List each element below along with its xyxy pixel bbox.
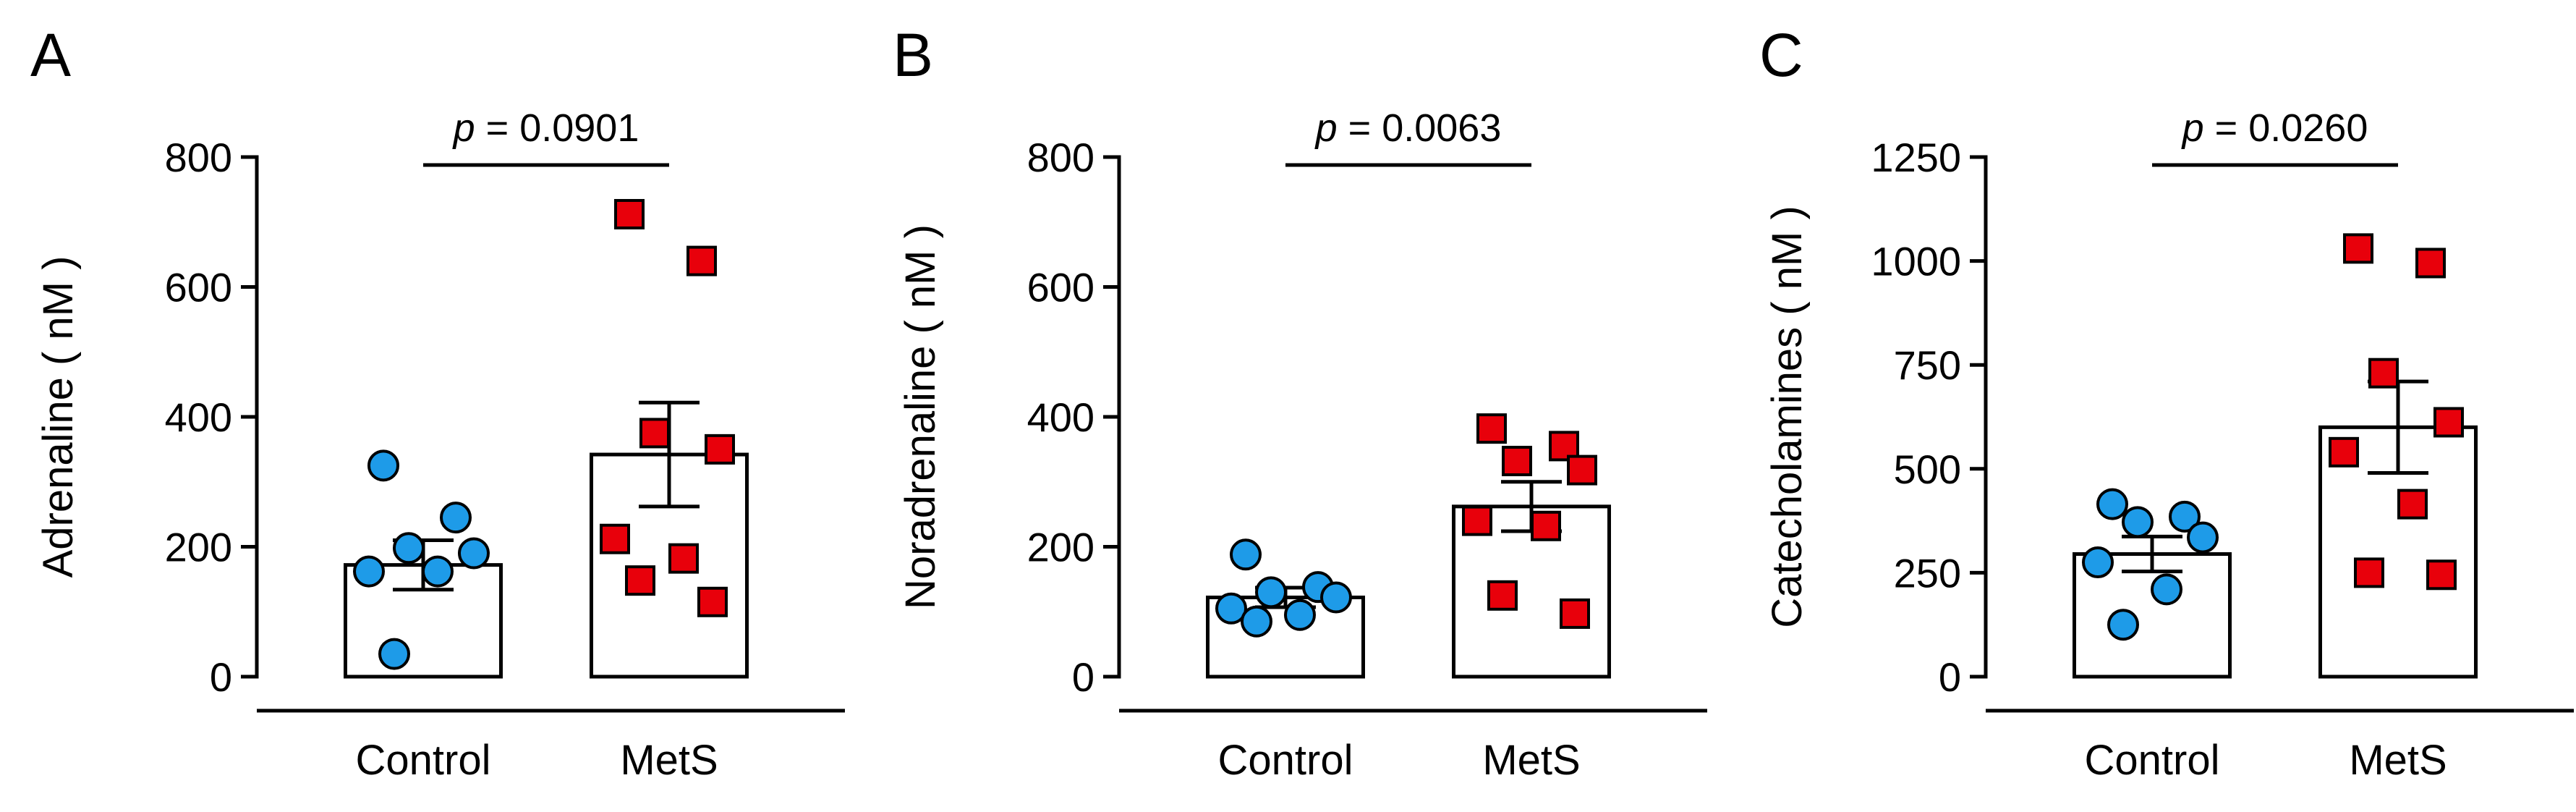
data-point-mets [1549, 431, 1579, 462]
data-point-mets [2354, 557, 2384, 588]
x-category-label: MetS [2349, 737, 2447, 784]
y-tick-label: 0 [1072, 654, 1094, 700]
panel-c: C 0 250 500 750 1000 1250 Catecholamines ( nM )… [1759, 21, 2574, 784]
data-point-mets [2368, 358, 2399, 389]
data-point-control [2096, 488, 2128, 520]
y-tick-label: 600 [165, 265, 232, 310]
y-tick-label: 800 [165, 135, 232, 180]
data-point-control [1241, 605, 1272, 638]
data-point-control [440, 502, 472, 534]
p-value-annotation: p = 0.0063 [1314, 106, 1502, 150]
data-point-mets [1487, 580, 1518, 611]
data-point-control [2082, 546, 2114, 579]
y-tick-label: 750 [1894, 342, 1961, 388]
y-tick-label: 800 [1027, 135, 1094, 180]
x-category-label: Control [2085, 737, 2220, 784]
y-tick-label: 0 [1939, 654, 1961, 700]
y-tick-label: 600 [1027, 265, 1094, 310]
p-symbol: p [452, 106, 475, 150]
y-tick-label: 1250 [1871, 135, 1961, 180]
data-point-mets [2426, 559, 2457, 591]
data-point-control [2122, 506, 2154, 538]
data-point-mets [1531, 510, 1561, 541]
data-point-mets [2329, 436, 2359, 468]
y-tick-label: 400 [165, 394, 232, 440]
data-point-mets [1476, 413, 1507, 444]
data-point-control [458, 537, 490, 570]
data-point-mets [2433, 407, 2464, 438]
data-point-control [1230, 538, 1262, 571]
y-tick-label: 200 [1027, 525, 1094, 570]
y-tick-label: 1000 [1871, 239, 1961, 284]
y-tick-label: 200 [165, 525, 232, 570]
y-tick-label: 500 [1894, 447, 1961, 492]
y-tick-label: 250 [1894, 550, 1961, 596]
data-point-control [378, 638, 410, 670]
p-value-annotation: p = 0.0901 [452, 106, 639, 150]
data-point-mets [668, 543, 699, 574]
data-point-mets [1560, 598, 1590, 629]
y-axis-title: Noradrenaline ( nM ) [897, 224, 944, 609]
data-point-control [393, 532, 425, 564]
panel-letter: A [30, 21, 71, 89]
data-point-mets [614, 198, 645, 229]
data-point-control [367, 449, 399, 482]
data-point-control [1215, 592, 1247, 625]
p-symbol: p [1314, 106, 1338, 150]
data-point-control [1320, 581, 1352, 614]
data-point-mets [600, 523, 630, 554]
y-axis-title: Catecholamines ( nM ) [1764, 206, 1811, 627]
x-category-label: MetS [1482, 737, 1580, 784]
p-value-annotation: p = 0.0260 [2181, 106, 2368, 150]
p-value: = 0.0260 [2204, 106, 2368, 150]
data-point-control [422, 555, 454, 588]
data-point-mets [697, 586, 728, 617]
data-point-control [2151, 573, 2182, 606]
p-symbol: p [2181, 106, 2204, 150]
data-point-mets [625, 565, 655, 596]
data-point-mets [639, 418, 670, 449]
data-point-control [2187, 521, 2219, 554]
data-point-control [2169, 500, 2201, 533]
panel-a: A 0 200 400 600 800 Adrenaline ( nM ) Control Me… [30, 21, 845, 784]
y-axis-title: Adrenaline ( nM ) [35, 256, 82, 578]
data-point-mets [2343, 233, 2373, 264]
panel-b: B 0 200 400 600 800 Noradrenaline ( nM ) Contro… [893, 21, 1707, 784]
data-point-mets [705, 434, 735, 465]
y-tick-label: 400 [1027, 394, 1094, 440]
data-point-mets [1502, 446, 1532, 477]
x-category-label: MetS [620, 737, 718, 784]
data-point-control [2107, 609, 2139, 641]
data-point-control [1284, 599, 1316, 631]
panel-letter: B [893, 21, 933, 89]
data-point-mets [686, 245, 717, 276]
data-point-mets [1567, 454, 1597, 486]
data-point-mets [2397, 489, 2428, 520]
data-point-mets [1462, 505, 1492, 536]
data-point-control [353, 555, 385, 588]
data-point-control [1255, 576, 1287, 609]
x-category-label: Control [356, 737, 491, 784]
p-value: = 0.0901 [475, 106, 639, 150]
x-category-label: Control [1218, 737, 1353, 784]
data-point-mets [2415, 248, 2446, 279]
p-value: = 0.0063 [1338, 106, 1502, 150]
y-tick-label: 0 [210, 654, 232, 700]
panel-letter: C [1759, 21, 1803, 89]
